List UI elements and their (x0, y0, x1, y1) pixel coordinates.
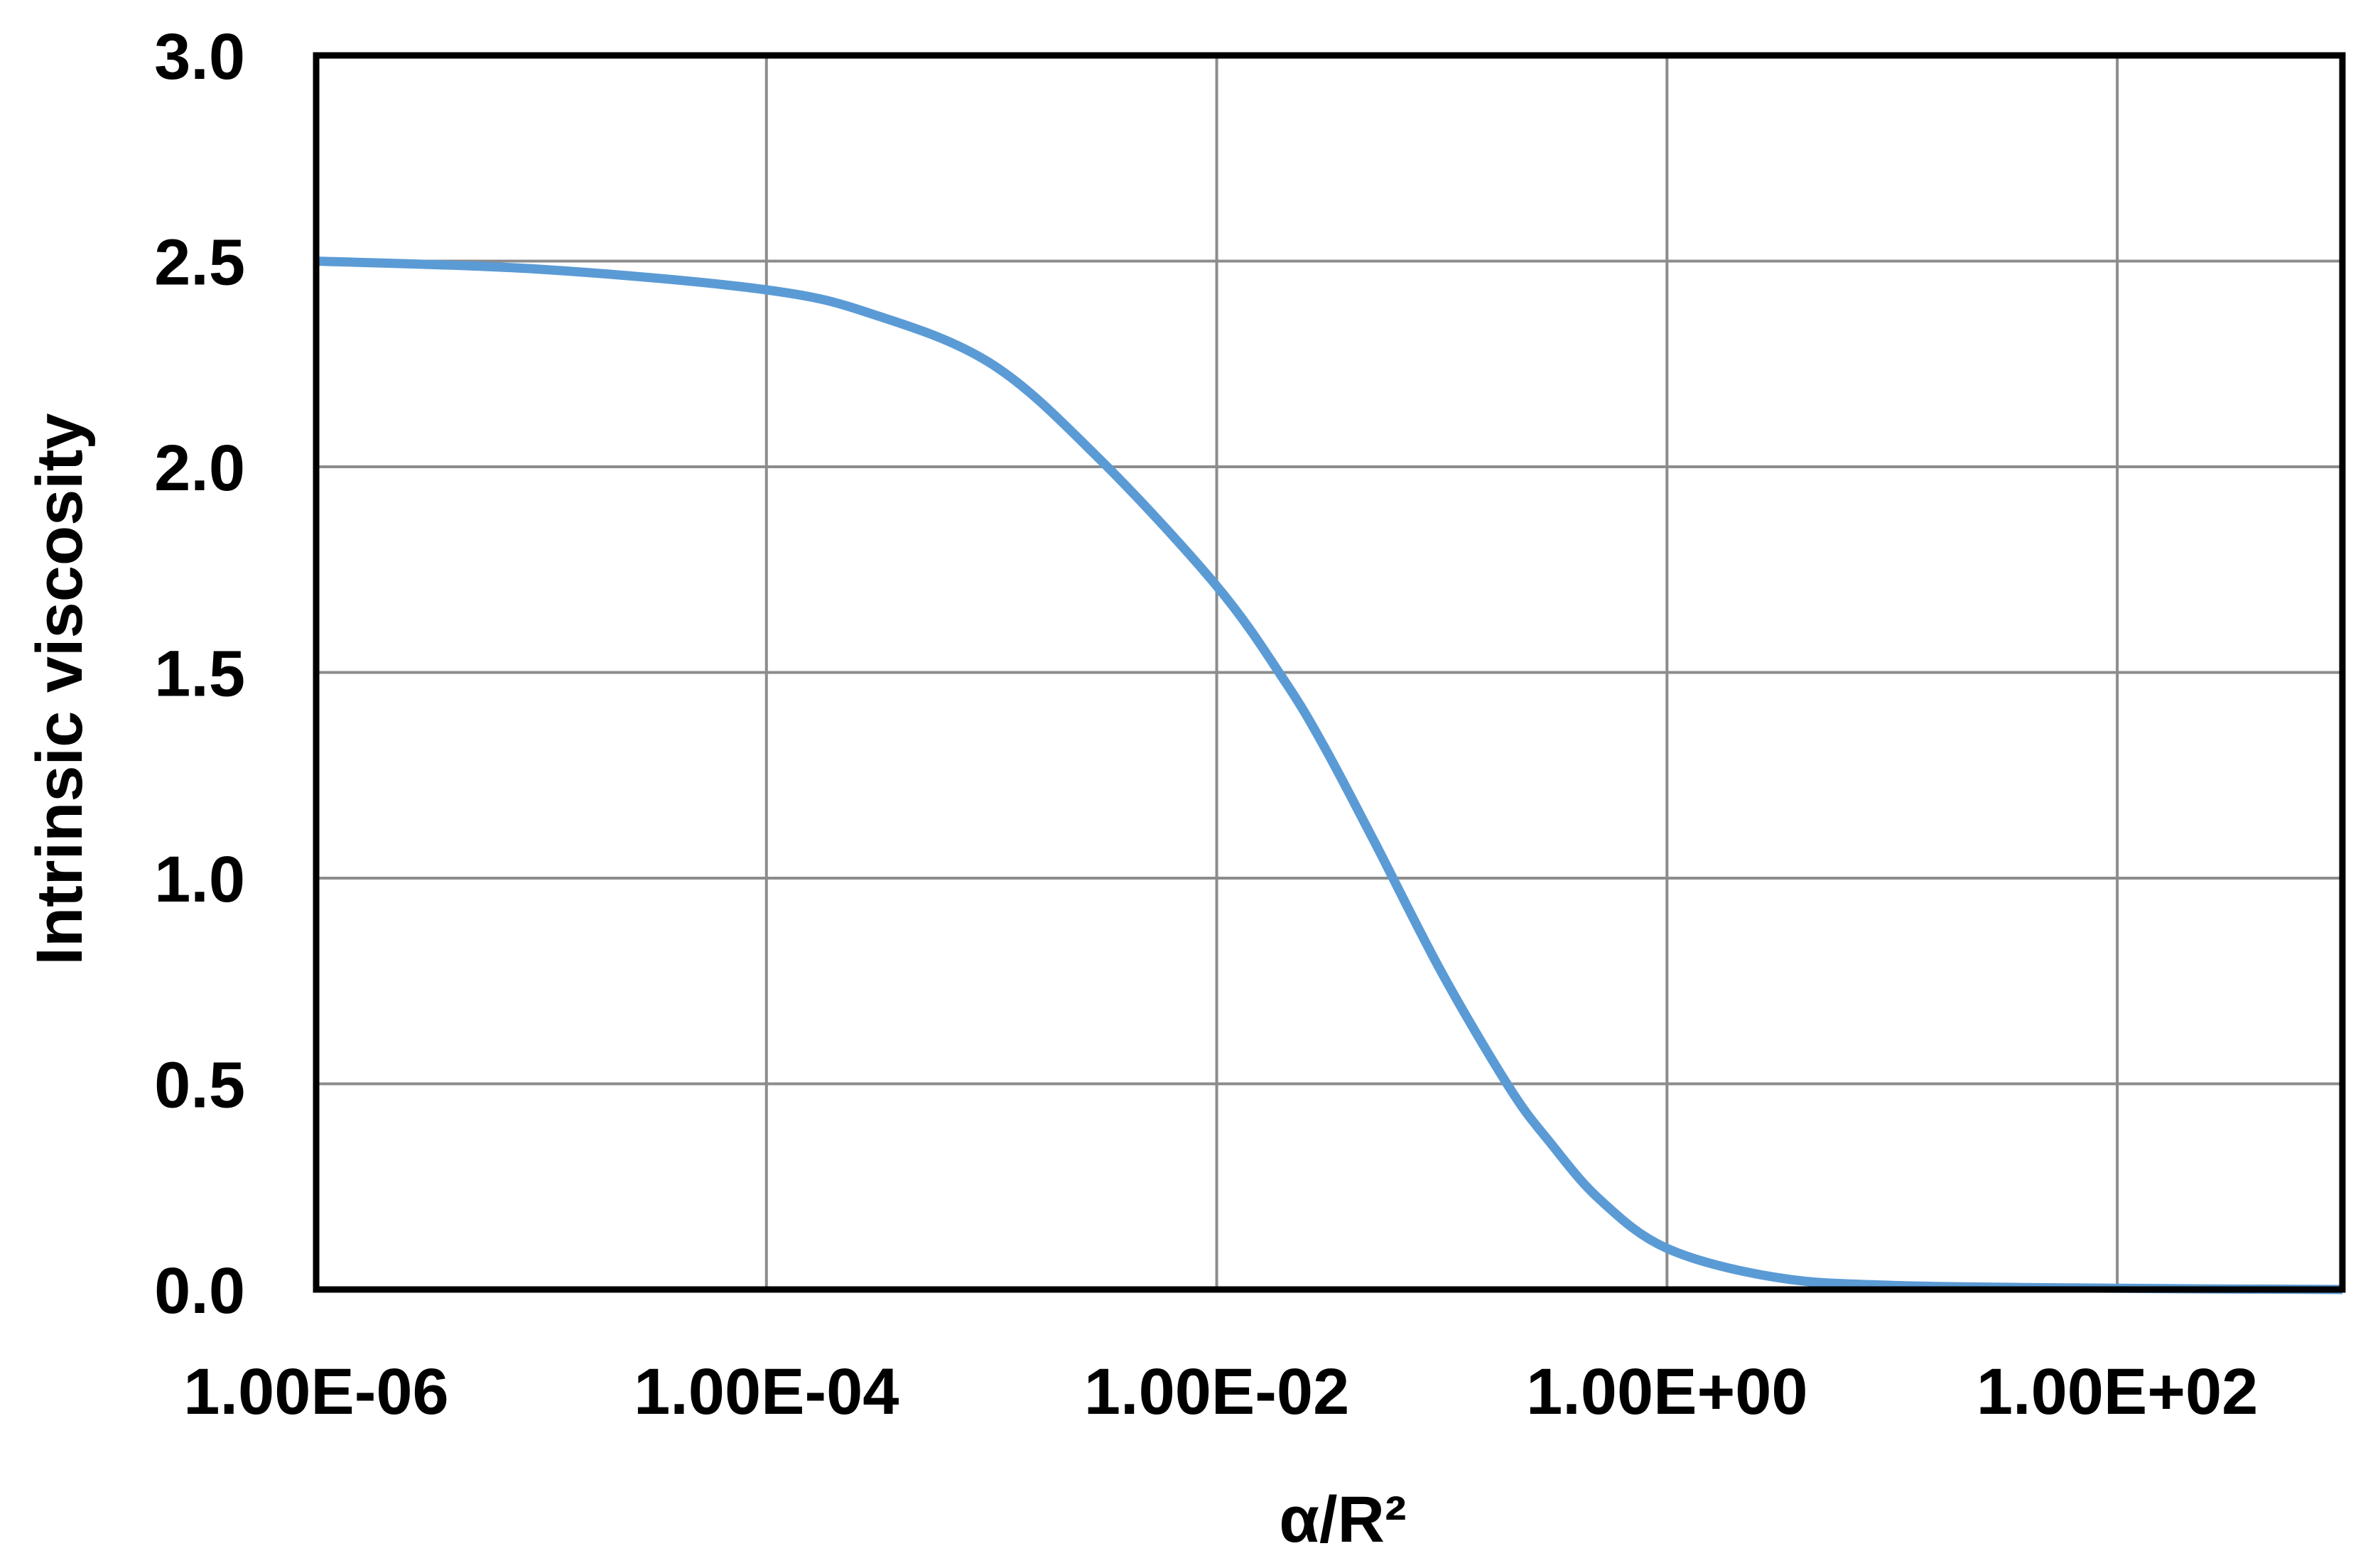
x-tick-label: 1.00E+02 (1977, 1356, 2258, 1428)
y-tick-label: 1.0 (154, 843, 245, 916)
plot-frame (313, 52, 2346, 1293)
y-tick-label: 0.0 (154, 1255, 245, 1327)
x-tick-label: 1.00E-06 (183, 1356, 448, 1428)
x-tick-label: 1.00E-02 (1084, 1356, 1349, 1428)
series-layer (315, 256, 2343, 1294)
x-tick-label: 1.00E-04 (634, 1356, 899, 1428)
y-axis-title: Intrinsic viscosity (23, 413, 96, 965)
y-tick-label: 3.0 (154, 21, 245, 93)
x-tick-labels: 1.00E-06 1.00E-04 1.00E-02 1.00E+00 1.00E+02 (183, 1356, 2258, 1428)
y-tick-labels: 0.0 0.5 1.0 1.5 2.0 2.5 3.0 (154, 21, 245, 1327)
x-axis-title: α/R² (1279, 1483, 1406, 1556)
y-tick-label: 2.0 (154, 432, 245, 504)
x-tick-label: 1.00E+00 (1526, 1356, 1807, 1428)
y-tick-label: 2.5 (154, 227, 245, 299)
y-tick-label: 1.5 (154, 638, 245, 710)
y-tick-label: 0.5 (154, 1049, 245, 1122)
gridlines (316, 55, 2342, 1289)
series-line (315, 256, 2343, 1294)
